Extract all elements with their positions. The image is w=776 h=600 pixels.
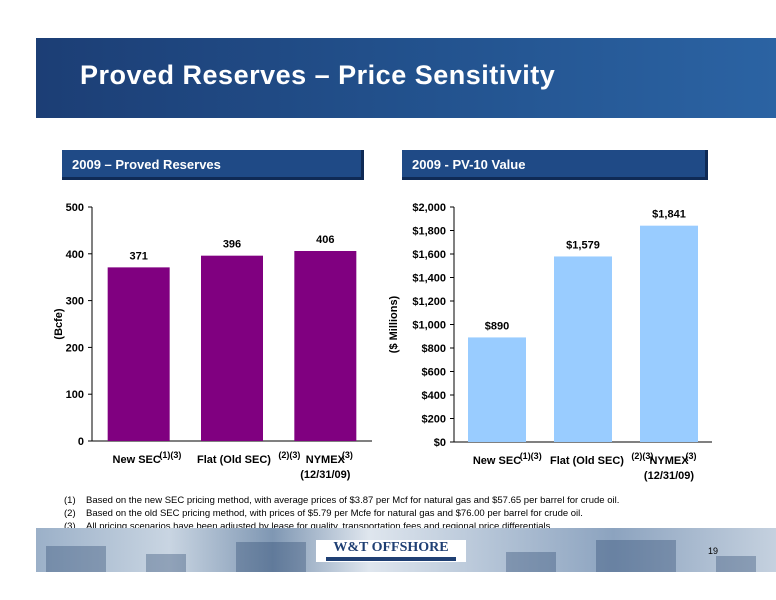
y-tick-label: 300 — [66, 296, 84, 308]
y-tick-label: 0 — [78, 436, 84, 448]
y-tick-label: $400 — [422, 390, 446, 402]
y-tick-label: $200 — [422, 414, 446, 426]
footnote-text: Based on the new SEC pricing method, wit… — [86, 495, 620, 506]
data-label: $890 — [485, 320, 509, 332]
y-axis-label: (Bcfe) — [53, 308, 65, 340]
footnote-number: (2) — [64, 508, 76, 519]
y-tick-label: 400 — [66, 249, 84, 261]
y-tick-label: $0 — [434, 437, 446, 449]
y-tick-label: $1,200 — [412, 296, 446, 308]
bar — [107, 267, 170, 441]
footnote-number: (3) — [64, 521, 76, 532]
x-tick-sublabel: (12/31/09) — [644, 470, 694, 482]
y-tick-label: 100 — [66, 389, 84, 401]
y-axis-label: ($ Millions) — [388, 295, 400, 353]
bar — [468, 337, 526, 442]
bar — [294, 250, 357, 441]
data-label: 406 — [316, 234, 334, 246]
bar — [554, 256, 612, 442]
page-number: 19 — [708, 546, 719, 556]
company-logo: W&T OFFSHORE — [316, 540, 466, 562]
data-label: $1,841 — [652, 209, 686, 221]
x-tick-superscript: (1)(3) — [159, 450, 181, 460]
x-tick-superscript: (2)(3) — [631, 451, 653, 461]
footnote-text: Based on the old SEC pricing method, wit… — [86, 508, 583, 519]
y-tick-label: $800 — [422, 343, 446, 355]
logo-underline — [326, 557, 456, 561]
data-label: 396 — [223, 239, 241, 251]
x-tick-superscript: (3) — [342, 450, 353, 460]
reserves-bar-chart: 0 100 200 300 400 500 (Bcfe) 371 New SEC(1)(3) 39… — [53, 202, 372, 481]
data-label: 371 — [129, 250, 147, 262]
footnote: (1) Based on the new SEC pricing method,… — [64, 494, 764, 507]
x-tick-label: New SEC — [113, 454, 161, 466]
x-tick-sublabel: (12/31/09) — [300, 469, 350, 481]
pv10-panel-header: 2009 - PV-10 Value — [402, 150, 708, 180]
x-tick-superscript: (2)(3) — [278, 450, 300, 460]
data-label: $1,579 — [566, 239, 600, 251]
title-band: Proved Reserves – Price Sensitivity — [36, 38, 776, 118]
x-tick-label: NYMEX — [649, 455, 689, 467]
x-tick-superscript: (3) — [686, 451, 697, 461]
x-tick-label: Flat (Old SEC) — [197, 454, 271, 466]
y-tick-label: $600 — [422, 367, 446, 379]
footnote: (2) Based on the old SEC pricing method,… — [64, 507, 764, 520]
pv10-bar-chart: $0 $200 $400 $600 $800 $1,000 $1,200 $1,400 $1,6… — [388, 202, 712, 482]
y-tick-label: $1,400 — [412, 273, 446, 285]
bar — [640, 225, 698, 442]
y-tick-label: $1,000 — [412, 320, 446, 332]
slide-title: Proved Reserves – Price Sensitivity — [80, 60, 556, 90]
footnote: (3) All pricing scenarios have been adju… — [64, 520, 764, 533]
footnotes: (1) Based on the new SEC pricing method,… — [64, 494, 764, 533]
footnote-number: (1) — [64, 495, 76, 506]
logo-text: W&T OFFSHORE — [333, 540, 449, 555]
footnote-text: All pricing scenarios have been adjusted… — [86, 521, 554, 532]
x-tick-label: Flat (Old SEC) — [550, 455, 624, 467]
bar — [201, 255, 263, 441]
x-tick-superscript: (1)(3) — [520, 451, 542, 461]
y-tick-label: $2,000 — [412, 202, 446, 214]
x-tick-label: NYMEX — [306, 454, 346, 466]
y-tick-label: $1,800 — [412, 226, 446, 238]
y-tick-label: 200 — [66, 342, 84, 354]
y-tick-label: $1,600 — [412, 249, 446, 261]
y-tick-label: 500 — [66, 202, 84, 214]
reserves-panel-header: 2009 – Proved Reserves — [62, 150, 364, 180]
x-tick-label: New SEC — [473, 455, 521, 467]
